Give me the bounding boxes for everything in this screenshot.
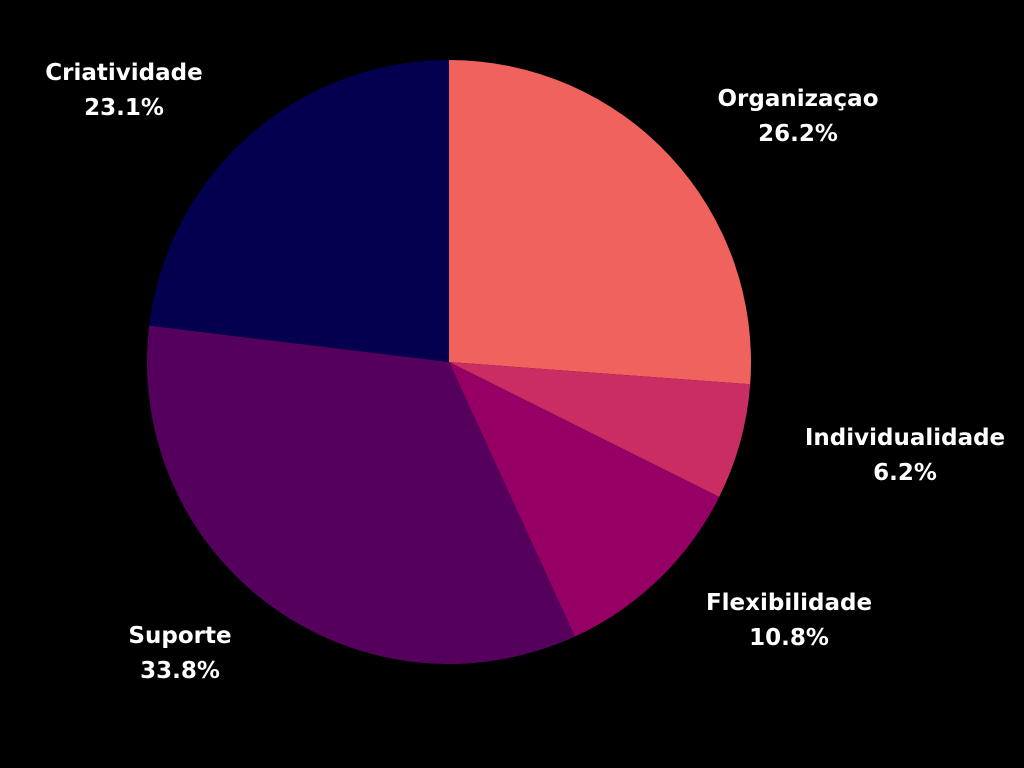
slice-name: Criatividade: [45, 60, 203, 86]
slice-label-suporte: Suporte 33.8%: [128, 619, 231, 689]
slice-percent: 26.2%: [758, 121, 838, 147]
slice-label-criatividade: Criatividade 23.1%: [45, 56, 202, 126]
pie-slice-individualidade: [449, 362, 751, 497]
slice-name: Flexibilidade: [705, 590, 873, 616]
pie-slice-criatividade: [149, 60, 449, 362]
pie-slice-flexibilidade: [449, 362, 720, 637]
slice-label-organizacao: Organizaçao 26.2%: [718, 82, 879, 152]
slice-name: Individualidade: [804, 425, 1006, 451]
slice-label-individualidade: Individualidade 6.2%: [805, 421, 1005, 491]
slice-percent: 6.2%: [873, 460, 937, 486]
slice-percent: 10.8%: [749, 625, 829, 651]
pie-slice-suporte: [146, 325, 575, 665]
pie-slice-organiza-ao: [449, 60, 752, 385]
slice-percent: 23.1%: [84, 95, 164, 121]
slice-label-flexibilidade: Flexibilidade 10.8%: [706, 586, 872, 656]
slice-name: Suporte: [128, 623, 232, 649]
slice-percent: 33.8%: [140, 658, 220, 684]
slice-name: Organizaçao: [717, 86, 879, 112]
